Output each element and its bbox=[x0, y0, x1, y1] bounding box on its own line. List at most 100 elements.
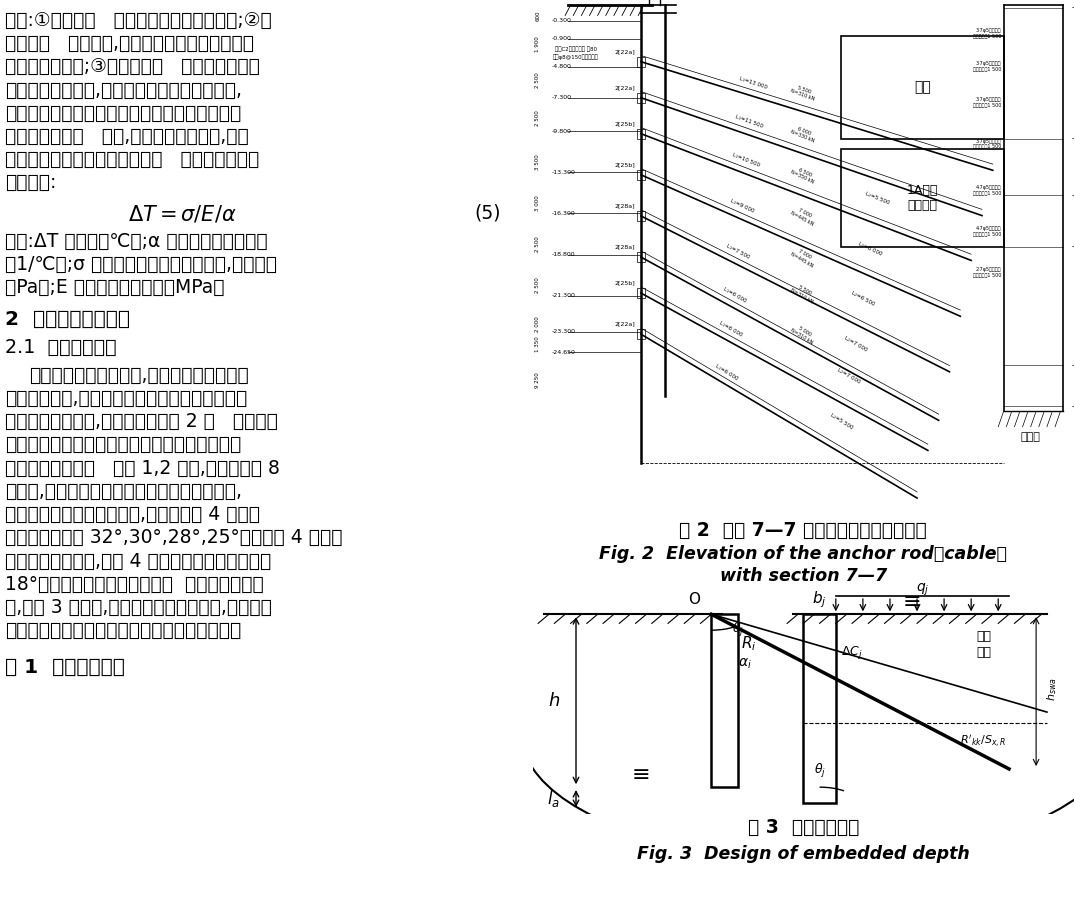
Text: 2[25b]: 2[25b] bbox=[614, 280, 636, 286]
Text: $\theta_j$: $\theta_j$ bbox=[814, 762, 826, 780]
Text: L₁≈6 000: L₁≈6 000 bbox=[719, 320, 743, 338]
Text: -4.800: -4.800 bbox=[552, 65, 571, 69]
Text: 4·7φ5一桩一锚
水平间距为1 500: 4·7φ5一桩一锚 水平间距为1 500 bbox=[973, 226, 1001, 237]
Text: 土掺杂粗砂较多）,剩余 4 根锚杆（索）倾斜角度为: 土掺杂粗砂较多）,剩余 4 根锚杆（索）倾斜角度为 bbox=[5, 551, 272, 571]
Text: 2 500: 2 500 bbox=[536, 278, 540, 293]
Text: 5 500
N=310 kN: 5 500 N=310 kN bbox=[789, 83, 817, 102]
Text: L₂≈5 500: L₂≈5 500 bbox=[865, 192, 890, 206]
Text: $\alpha_i$: $\alpha_i$ bbox=[739, 657, 752, 671]
Text: -0.900: -0.900 bbox=[552, 36, 571, 41]
Text: 5 500
N=310 kN: 5 500 N=310 kN bbox=[789, 282, 817, 304]
Text: 填土、粗砂及圆砾,土体沉降时间为 2 年   现拟采用: 填土、粗砂及圆砾,土体沉降时间为 2 年 现拟采用 bbox=[5, 412, 278, 431]
Text: 2[22a]: 2[22a] bbox=[614, 85, 636, 90]
Text: L₁≈6 000: L₁≈6 000 bbox=[714, 363, 739, 381]
Text: -16.300: -16.300 bbox=[552, 211, 576, 216]
Text: -23.650: -23.650 bbox=[1071, 401, 1074, 410]
Text: -14.175: -14.175 bbox=[1071, 242, 1074, 251]
Text: $\Delta C_j$: $\Delta C_j$ bbox=[841, 644, 862, 662]
Text: 施工前通过蠕变试验确定该倾角下锚索的适用性: 施工前通过蠕变试验确定该倾角下锚索的适用性 bbox=[5, 621, 242, 640]
Text: 6 500
N=350 kN: 6 500 N=350 kN bbox=[789, 165, 817, 185]
Bar bbox=[803, 614, 836, 804]
Text: $\Delta T = \sigma/E/\alpha$: $\Delta T = \sigma/E/\alpha$ bbox=[128, 204, 236, 225]
Text: 施工时锚索不可损坏该结构,故施工时前 4 道锚索: 施工时锚索不可损坏该结构,故施工时前 4 道锚索 bbox=[5, 505, 260, 524]
Text: L₂≈6 000: L₂≈6 000 bbox=[858, 241, 883, 257]
Text: 该处土体进行加固   如图 1,2 所示,该区域设置 8: 该处土体进行加固 如图 1,2 所示,该区域设置 8 bbox=[5, 459, 280, 478]
Text: 进行锚固施工,根据地勘报告该区域土质主要为回: 进行锚固施工,根据地勘报告该区域土质主要为回 bbox=[5, 389, 248, 408]
Text: 滑弧: 滑弧 bbox=[976, 631, 991, 643]
Text: $R_i$: $R_i$ bbox=[741, 634, 757, 653]
Text: -21.300: -21.300 bbox=[552, 293, 576, 298]
Text: -24.650: -24.650 bbox=[552, 349, 576, 355]
Text: Fig. 2  Elevation of the anchor rod（cable）: Fig. 2 Elevation of the anchor rod（cable… bbox=[599, 545, 1007, 562]
Text: 变系数的各向异性,通过推算应力与应变的关系,: 变系数的各向异性,通过推算应力与应变的关系, bbox=[5, 80, 243, 99]
Text: -13.300: -13.300 bbox=[552, 170, 576, 175]
Text: Fig. 3  Design of embedded depth: Fig. 3 Design of embedded depth bbox=[637, 845, 970, 863]
Text: 式中:ΔT 为温差（℃）;α 为材料的线膨胀系数: 式中:ΔT 为温差（℃）;α 为材料的线膨胀系数 bbox=[5, 231, 267, 250]
Text: （Pa）;E 为材料的弹性模量（MPa）: （Pa）;E 为材料的弹性模量（MPa） bbox=[5, 278, 224, 297]
Text: 2[28a]: 2[28a] bbox=[615, 245, 636, 249]
Bar bbox=[637, 288, 645, 298]
Text: 2[25b]: 2[25b] bbox=[614, 162, 636, 167]
Text: 1 900: 1 900 bbox=[536, 35, 540, 52]
Text: L₁≈10 500: L₁≈10 500 bbox=[731, 152, 760, 167]
Text: 图 3  嵌固深度设计: 图 3 嵌固深度设计 bbox=[748, 818, 859, 837]
Text: -23.300: -23.300 bbox=[552, 329, 576, 334]
Text: -20.300: -20.300 bbox=[1071, 360, 1074, 369]
Text: 应变等效的效果   其中,降温方法比较简单,可模: 应变等效的效果 其中,降温方法比较简单,可模 bbox=[5, 126, 249, 146]
Text: 图 2  剖面 7—7 锚杆（索）倾角立面示意: 图 2 剖面 7—7 锚杆（索）倾角立面示意 bbox=[680, 521, 927, 541]
Text: 杂,存在 3 种土质,即回填土、粗砂、圆砾,最终现场: 杂,存在 3 种土质,即回填土、粗砂、圆砾,最终现场 bbox=[5, 598, 272, 617]
Text: 3·7φ5一桩一锚
水平间距为1 500: 3·7φ5一桩一锚 水平间距为1 500 bbox=[973, 138, 1001, 149]
Text: 拟实常数、单元以及力筋的损失   温度值可以通过: 拟实常数、单元以及力筋的损失 温度值可以通过 bbox=[5, 150, 260, 169]
Text: 7 000
N=445 kN: 7 000 N=445 kN bbox=[789, 206, 817, 227]
Text: 表 1  支点设计结果: 表 1 支点设计结果 bbox=[5, 658, 126, 677]
Text: -6.130: -6.130 bbox=[1071, 135, 1074, 143]
Text: 混凝土灌注桩＋变倾角预应力锚索分布的方法对: 混凝土灌注桩＋变倾角预应力锚索分布的方法对 bbox=[5, 435, 242, 454]
Text: 3 000: 3 000 bbox=[536, 196, 540, 211]
Text: 倾斜角度分别为 32°,30°,28°,25°（考虑该 4 层回填: 倾斜角度分别为 32°,30°,28°,25°（考虑该 4 层回填 bbox=[5, 528, 343, 547]
Text: 3·7φ5一桩一锚
水平间距为1 500: 3·7φ5一桩一锚 水平间距为1 500 bbox=[973, 97, 1001, 108]
Text: $b_j$: $b_j$ bbox=[812, 589, 827, 610]
Text: 2·7φ5一桩一锚
水平间距为1 500: 2·7φ5一桩一锚 水平间距为1 500 bbox=[973, 268, 1001, 278]
Text: -18.800: -18.800 bbox=[552, 252, 576, 257]
Text: 道锚索,因施工区地下已有原一期工程地下结构,: 道锚索,因施工区地下已有原一期工程地下结构, bbox=[5, 481, 243, 501]
Text: -10.175: -10.175 bbox=[1071, 191, 1074, 200]
Text: 7 000
N=445 kN: 7 000 N=445 kN bbox=[789, 246, 817, 268]
Text: (5): (5) bbox=[474, 204, 500, 223]
Text: 4·7φ5一桩一锚
水平间距为1 500: 4·7φ5一桩一锚 水平间距为1 500 bbox=[973, 185, 1001, 196]
Text: -0.300: -0.300 bbox=[552, 18, 571, 23]
Text: L₁≈9 000: L₁≈9 000 bbox=[729, 198, 755, 214]
Text: $\theta_j$: $\theta_j$ bbox=[732, 621, 744, 639]
Text: 1 350: 1 350 bbox=[536, 337, 540, 352]
Text: 等同于结构应变;③等效降温法   采用设置温度应: 等同于结构应变;③等效降温法 采用设置温度应 bbox=[5, 57, 260, 76]
Text: $q_j$: $q_j$ bbox=[916, 581, 929, 598]
Text: $R'_{kk}/S_{x,R}$: $R'_{kk}/S_{x,R}$ bbox=[960, 733, 1006, 750]
Text: 2.1  场地因素分析: 2.1 场地因素分析 bbox=[5, 338, 117, 357]
Text: with section 7—7: with section 7—7 bbox=[720, 567, 887, 584]
Bar bbox=[637, 169, 645, 180]
Bar bbox=[637, 56, 645, 66]
Text: 5 000
N=310 kN: 5 000 N=310 kN bbox=[789, 323, 817, 346]
Text: 2[22a]: 2[22a] bbox=[614, 49, 636, 54]
Bar bbox=[637, 128, 645, 139]
Text: 9 250: 9 250 bbox=[536, 372, 540, 389]
Bar bbox=[711, 614, 739, 787]
Text: 6 000
N=330 kN: 6 000 N=330 kN bbox=[789, 124, 817, 144]
Bar bbox=[841, 149, 1003, 247]
Text: 效应变法   约束位移,使预应力加载中产生的应变: 效应变法 约束位移,使预应力加载中产生的应变 bbox=[5, 34, 255, 53]
Text: 3·7φ5一桩一锚
水平间距为1 500: 3·7φ5一桩一锚 水平间距为1 500 bbox=[973, 62, 1001, 72]
Text: L₂≈7 000: L₂≈7 000 bbox=[844, 336, 869, 353]
Text: 3·7φ5一桩一锚
水平间距为1 500: 3·7φ5一桩一锚 水平间距为1 500 bbox=[973, 28, 1001, 39]
Text: 2 500: 2 500 bbox=[536, 237, 540, 252]
Text: L₁≈13 000: L₁≈13 000 bbox=[739, 76, 768, 89]
Bar bbox=[637, 252, 645, 262]
Text: 2 500: 2 500 bbox=[536, 110, 540, 126]
Text: -1.160: -1.160 bbox=[1071, 4, 1074, 12]
Text: L₁≈11 500: L₁≈11 500 bbox=[735, 114, 764, 128]
Text: 1A期已
建楼梯间: 1A期已 建楼梯间 bbox=[906, 184, 938, 212]
Bar bbox=[637, 93, 645, 103]
Text: 内置φ8@150双向钢筋网: 内置φ8@150双向钢筋网 bbox=[553, 54, 599, 59]
Text: 600: 600 bbox=[536, 10, 540, 21]
Text: 锚杆: 锚杆 bbox=[976, 646, 991, 660]
Text: （1/℃）;σ 为锚杆（索）断面温度应力,即预应力: （1/℃）;σ 为锚杆（索）断面温度应力,即预应力 bbox=[5, 255, 277, 274]
Text: ≡: ≡ bbox=[632, 765, 650, 784]
